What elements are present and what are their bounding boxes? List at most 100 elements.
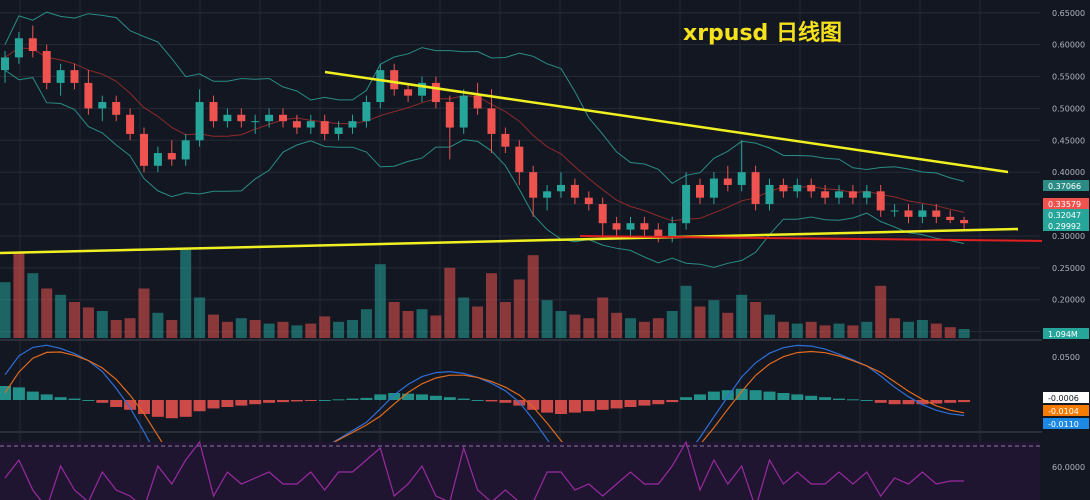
- macd-histogram-bar: [721, 390, 734, 400]
- macd-histogram-bar: [596, 400, 609, 410]
- macd-value-label: -0.0104: [1048, 407, 1079, 416]
- macd-histogram-bar: [694, 394, 706, 400]
- volume-bar: [208, 314, 219, 338]
- volume-bar: [319, 316, 331, 338]
- candle-body: [126, 114, 135, 134]
- bollinger-lower: [4, 69, 965, 268]
- candle-body: [570, 184, 579, 198]
- candle-body: [751, 172, 760, 205]
- macd-histogram-bar: [416, 394, 428, 400]
- candle-body: [445, 102, 454, 128]
- macd-histogram-bar: [568, 400, 581, 413]
- macd-histogram-bar: [652, 400, 665, 405]
- macd-histogram-bar: [471, 400, 484, 401]
- macd-histogram-bar: [846, 399, 859, 401]
- macd-histogram-bar: [40, 394, 53, 400]
- macd-value-box: [1043, 418, 1089, 429]
- macd-histogram-bar: [138, 400, 150, 414]
- volume-bar: [235, 318, 247, 338]
- price-highlight-label: 0.29992: [1048, 222, 1081, 231]
- volume-bar: [944, 327, 956, 338]
- macd-histogram-bar: [457, 398, 470, 400]
- volume-bar: [41, 288, 53, 338]
- macd-histogram-bar: [777, 393, 790, 400]
- macd-histogram-bar: [707, 391, 720, 400]
- macd-histogram-bar: [958, 400, 971, 403]
- candle-body: [584, 197, 593, 205]
- volume-bar: [374, 264, 386, 338]
- price-tick-label: 0.45000: [1052, 136, 1085, 145]
- candle-body: [42, 51, 51, 83]
- candle-body: [543, 191, 552, 198]
- macd-histogram-bar: [944, 400, 957, 403]
- macd-histogram-bar: [221, 400, 234, 407]
- macd-histogram-bar: [527, 400, 540, 410]
- candle-body: [237, 114, 246, 122]
- descending-trendline: [324, 70, 1009, 174]
- volume-bar: [249, 320, 261, 338]
- volume-bar: [388, 302, 400, 338]
- macd-histogram-bar: [735, 388, 748, 400]
- price-tick-label: 0.30000: [1052, 232, 1085, 241]
- volume-bar: [569, 314, 581, 338]
- macd-value-label: -0.0110: [1048, 420, 1079, 429]
- volume-bar: [333, 321, 345, 338]
- macd-histogram-bar: [499, 400, 512, 403]
- macd-histogram-bar: [249, 400, 262, 405]
- price-highlight-box: [1043, 180, 1089, 191]
- rsi-line: [4, 440, 965, 500]
- price-tick-label: 0.50000: [1052, 104, 1085, 113]
- macd-histogram-bar: [110, 400, 123, 407]
- candle-body: [598, 204, 607, 224]
- macd-histogram-bar: [443, 397, 456, 400]
- price-highlight-label: 1.094M: [1048, 330, 1078, 339]
- macd-histogram-bar: [346, 398, 359, 400]
- volume-bar: [819, 325, 831, 338]
- candle-body: [904, 210, 913, 217]
- macd-histogram-bar: [193, 400, 206, 412]
- rsi-tick-label: 60.0000: [1052, 463, 1085, 472]
- volume-bar: [55, 294, 67, 338]
- macd-value-label: -0.0006: [1048, 394, 1079, 403]
- macd-histogram-bar: [429, 395, 442, 400]
- candle-body: [418, 82, 426, 96]
- volume-bar: [597, 297, 609, 338]
- candle-body: [14, 38, 23, 58]
- volume-bar: [833, 323, 845, 338]
- volume-bar: [402, 311, 414, 338]
- macd-histogram-bar: [290, 400, 303, 402]
- macd-histogram-bar: [930, 400, 943, 404]
- candle-body: [390, 70, 399, 90]
- candle-body: [209, 102, 218, 122]
- candle-body: [487, 108, 496, 134]
- volume-bar: [152, 312, 164, 338]
- candle-body: [265, 114, 274, 122]
- candle-body: [890, 210, 899, 212]
- macd-histogram-bar: [402, 393, 415, 400]
- candle-body: [70, 70, 79, 83]
- candle-body: [793, 184, 802, 192]
- price-highlight-label: 0.33579: [1048, 200, 1081, 209]
- volume-bar: [110, 320, 122, 338]
- volume-bar: [416, 309, 428, 338]
- candle-body: [223, 114, 232, 122]
- candle-body: [807, 184, 816, 192]
- bollinger-upper: [4, 11, 965, 185]
- volume-bar: [291, 325, 303, 338]
- macd-histogram-bar: [374, 394, 387, 400]
- volume-bar: [666, 311, 678, 338]
- volume-bar: [625, 318, 636, 338]
- macd-histogram-bar: [916, 400, 929, 405]
- volume-bar: [652, 318, 664, 338]
- macd-value-box: [1043, 405, 1089, 416]
- price-axis: 0.65000 0.60000 0.55000 0.50000 0.45000 0.400…: [1042, 0, 1090, 500]
- candle-body: [918, 210, 927, 217]
- volume-bar: [263, 323, 275, 338]
- volume-bar: [583, 318, 595, 338]
- price-tick-label: 0.25000: [1052, 264, 1085, 273]
- candle-body: [640, 223, 649, 230]
- volume-bar: [722, 312, 734, 338]
- macd-tick-label: 0.0500: [1052, 353, 1080, 362]
- macd-histogram-bar: [179, 400, 192, 417]
